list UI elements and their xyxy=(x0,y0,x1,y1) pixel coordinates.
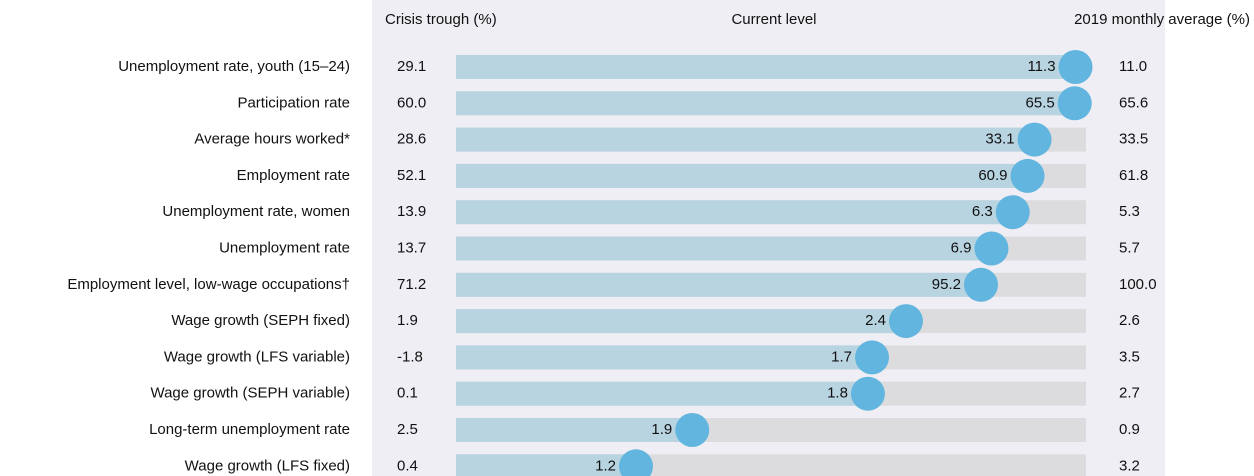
progress-bar xyxy=(456,236,992,261)
row-label: Employment level, low-wage occupations† xyxy=(67,276,350,293)
average-value: 2.7 xyxy=(1119,385,1140,402)
current-dot xyxy=(889,304,923,339)
current-dot xyxy=(1017,122,1052,157)
average-value: 65.6 xyxy=(1119,94,1148,111)
row-label: Wage growth (LFS fixed) xyxy=(185,457,350,474)
progress-bar xyxy=(456,454,636,476)
progress-bar xyxy=(456,309,906,334)
average-value: 3.5 xyxy=(1119,348,1140,365)
average-value: 61.8 xyxy=(1119,167,1148,184)
average-value: 0.9 xyxy=(1119,421,1140,438)
trough-value: 52.1 xyxy=(397,167,426,184)
trough-header: Crisis trough (%) xyxy=(385,11,497,28)
current-value: 2.4 xyxy=(865,312,886,329)
current-value: 1.2 xyxy=(595,457,616,474)
current-value: 11.3 xyxy=(1027,58,1055,75)
current-dot xyxy=(995,195,1030,230)
current-value: 1.8 xyxy=(827,385,848,402)
row-label: Unemployment rate, women xyxy=(162,203,350,220)
current-value: 1.7 xyxy=(831,348,852,365)
row-label: Long-term unemployment rate xyxy=(149,421,350,438)
current-value: 33.1 xyxy=(985,131,1014,148)
row-label: Wage growth (SEPH variable) xyxy=(150,385,350,402)
row-label: Average hours worked* xyxy=(194,131,350,148)
current-dot xyxy=(1058,50,1093,84)
progress-bar xyxy=(456,200,1013,225)
current-dot xyxy=(619,449,653,476)
current-dot xyxy=(855,340,890,375)
progress-bar xyxy=(456,127,1035,152)
current-dot xyxy=(1057,86,1092,121)
trough-value: 28.6 xyxy=(397,131,426,148)
trough-value: 0.4 xyxy=(397,457,418,474)
trough-value: 1.9 xyxy=(397,312,418,329)
progress-bar xyxy=(456,91,1075,116)
trough-value: 2.5 xyxy=(397,421,418,438)
trough-value: -1.8 xyxy=(397,348,423,365)
average-value: 2.6 xyxy=(1119,312,1140,329)
current-value: 1.9 xyxy=(651,421,672,438)
row-label: Wage growth (SEPH fixed) xyxy=(171,312,350,329)
trough-value: 13.7 xyxy=(397,239,426,256)
average-header: 2019 monthly average (%) xyxy=(1074,11,1250,28)
progress-bar xyxy=(456,381,868,406)
current-header: Current level xyxy=(731,11,816,28)
row-label: Wage growth (LFS variable) xyxy=(164,348,350,365)
current-dot xyxy=(1010,158,1045,193)
progress-bar xyxy=(456,55,1076,79)
average-value: 3.2 xyxy=(1119,457,1140,474)
trough-value: 71.2 xyxy=(397,276,426,293)
current-value: 65.5 xyxy=(1026,94,1055,111)
current-value: 6.9 xyxy=(951,239,972,256)
average-value: 100.0 xyxy=(1119,276,1157,293)
progress-bar xyxy=(456,163,1028,188)
trough-value: 29.1 xyxy=(397,58,426,75)
current-value: 6.3 xyxy=(972,203,993,220)
current-dot xyxy=(850,376,885,411)
progress-bar xyxy=(456,418,693,442)
current-dot xyxy=(974,231,1009,266)
trough-value: 0.1 xyxy=(397,385,418,402)
average-value: 5.7 xyxy=(1119,239,1140,256)
progress-bar xyxy=(456,345,873,370)
trough-value: 60.0 xyxy=(397,94,426,111)
row-label: Employment rate xyxy=(237,167,350,184)
current-dot xyxy=(675,413,710,447)
current-value: 60.9 xyxy=(978,167,1007,184)
average-value: 33.5 xyxy=(1119,131,1148,148)
current-dot xyxy=(964,267,998,302)
row-label: Unemployment rate xyxy=(219,239,350,256)
row-label: Unemployment rate, youth (15–24) xyxy=(118,58,350,75)
average-value: 11.0 xyxy=(1119,58,1147,75)
row-label: Participation rate xyxy=(237,94,350,111)
average-value: 5.3 xyxy=(1119,203,1140,220)
trough-value: 13.9 xyxy=(397,203,426,220)
progress-bar xyxy=(456,272,981,297)
current-value: 95.2 xyxy=(932,276,961,293)
